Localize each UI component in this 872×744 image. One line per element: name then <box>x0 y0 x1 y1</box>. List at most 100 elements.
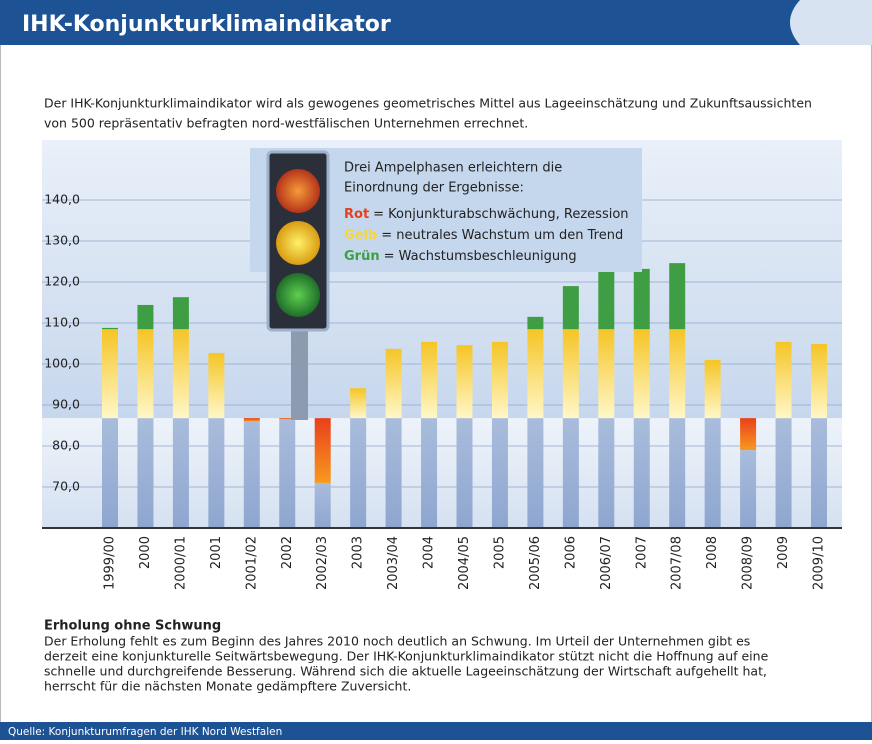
x-tick-label: 2001/02 <box>244 536 259 590</box>
bar-segment <box>492 342 508 418</box>
bar-segment <box>137 305 153 329</box>
bar-segment <box>811 418 827 528</box>
bar-segment <box>598 418 614 528</box>
x-tick-label: 2004 <box>422 536 437 569</box>
light-green <box>276 273 320 317</box>
bar-segment <box>811 344 827 418</box>
y-tick-label: 110,0 <box>44 315 80 330</box>
x-tick-label: 2005 <box>492 536 507 569</box>
x-tick-label: 2003 <box>351 536 366 569</box>
bar-segment <box>173 329 189 418</box>
bar-segment <box>705 418 721 528</box>
bar-segment <box>102 328 118 329</box>
bar-segment <box>137 418 153 528</box>
x-tick-label: 2000 <box>138 536 153 569</box>
bar-segment <box>315 483 331 528</box>
legend-entry: Grün = Wachstumsbeschleunigung <box>344 249 577 264</box>
header-deco <box>790 0 872 45</box>
x-tick-label: 2003/04 <box>386 536 401 590</box>
legend-text: = neutrales Wachstum um den Trend <box>381 228 623 243</box>
source: Quelle: Konjunkturumfragen der IHK Nord … <box>8 726 282 738</box>
light-yellow <box>276 221 320 265</box>
legend-entry: Rot = Konjunkturabschwächung, Rezession <box>344 207 629 222</box>
legend-name: Rot <box>344 207 369 222</box>
x-tick-label: 2009/10 <box>812 536 827 590</box>
bar-segment <box>527 418 543 528</box>
x-tick-label: 2007/08 <box>670 536 685 590</box>
bar-segment <box>634 269 650 329</box>
bar-segment <box>102 418 118 528</box>
y-tick-label: 130,0 <box>44 233 80 248</box>
intro-line: Der IHK-Konjunkturklimaindikator wird al… <box>44 96 812 111</box>
y-tick-label: 80,0 <box>52 438 80 453</box>
x-tick-label: 1999/00 <box>103 536 118 590</box>
x-tick-label: 2000/01 <box>173 536 188 590</box>
bar-segment <box>634 418 650 528</box>
bar-segment <box>173 418 189 528</box>
y-tick-label: 140,0 <box>44 192 80 207</box>
bar-segment <box>350 418 366 528</box>
legend-intro: Einordnung der Ergebnisse: <box>344 181 524 196</box>
bar-segment <box>740 450 756 528</box>
bar-segment <box>208 353 224 418</box>
intro-line: von 500 repräsentativ befragten nord-wes… <box>44 116 528 131</box>
low-zone <box>42 418 842 528</box>
legend-name: Gelb <box>344 228 377 243</box>
y-tick-label: 100,0 <box>44 356 80 371</box>
x-tick-label: 2006 <box>563 536 578 569</box>
bar-segment <box>669 329 685 418</box>
bar-segment <box>669 263 685 329</box>
bar-segment <box>776 418 792 528</box>
legend-text: = Wachstumsbeschleunigung <box>384 249 577 264</box>
y-tick-label: 90,0 <box>52 397 80 412</box>
bar-segment <box>457 418 473 528</box>
bar-segment <box>776 342 792 418</box>
summary-heading: Erholung ohne Schwung <box>44 619 221 634</box>
x-tick-label: 2007 <box>634 536 649 569</box>
bar-segment <box>563 286 579 329</box>
y-tick-label: 70,0 <box>52 479 80 494</box>
bar-segment <box>563 329 579 418</box>
legend-entry: Gelb = neutrales Wachstum um den Trend <box>344 228 623 243</box>
bar-segment <box>386 418 402 528</box>
bar-segment <box>705 360 721 418</box>
legend-text: = Konjunkturabschwächung, Rezession <box>373 207 628 222</box>
bar-segment <box>315 418 331 483</box>
bar-segment <box>527 329 543 418</box>
bar-segment <box>421 342 437 418</box>
summary-line: Der Erholung fehlt es zum Beginn des Jah… <box>44 634 750 649</box>
legend-name: Grün <box>344 249 380 264</box>
x-tick-label: 2005/06 <box>528 536 543 590</box>
infographic: IHK-Konjunkturklimaindikator Der IHK-Kon… <box>0 0 872 740</box>
bar-segment <box>563 418 579 528</box>
y-tick-label: 120,0 <box>44 274 80 289</box>
light-red <box>276 169 320 213</box>
summary-line: herrscht für die nächsten Monate gedämpf… <box>44 679 411 694</box>
bar-segment <box>492 418 508 528</box>
x-tick-label: 2006/07 <box>599 536 614 590</box>
bar-segment <box>208 418 224 528</box>
bar-segment <box>244 418 260 421</box>
bar-segment <box>421 418 437 528</box>
x-tick-label: 2008 <box>705 536 720 569</box>
summary-line: derzeit eine konjunkturelle Seitwärtsbew… <box>44 649 769 664</box>
x-tick-label: 2009 <box>776 536 791 569</box>
bar-segment <box>350 388 366 418</box>
bar-segment <box>244 421 260 528</box>
bar-segment <box>669 418 685 528</box>
x-tick-label: 2001 <box>209 536 224 569</box>
bar-segment <box>279 419 295 528</box>
bar-segment <box>102 329 118 418</box>
bar-segment <box>386 349 402 418</box>
bar-segment <box>173 297 189 329</box>
bar-segment <box>740 418 756 450</box>
title: IHK-Konjunkturklimaindikator <box>22 12 391 37</box>
bar-segment <box>137 329 153 418</box>
x-tick-label: 2002 <box>280 536 295 569</box>
x-tick-label: 2008/09 <box>741 536 756 590</box>
legend-intro: Drei Ampelphasen erleichtern die <box>344 161 562 176</box>
x-tick-label: 2004/05 <box>457 536 472 590</box>
pole <box>291 330 308 420</box>
summary-line: schnelle und durchgreifende Besserung. W… <box>44 664 767 679</box>
bar-segment <box>527 317 543 329</box>
